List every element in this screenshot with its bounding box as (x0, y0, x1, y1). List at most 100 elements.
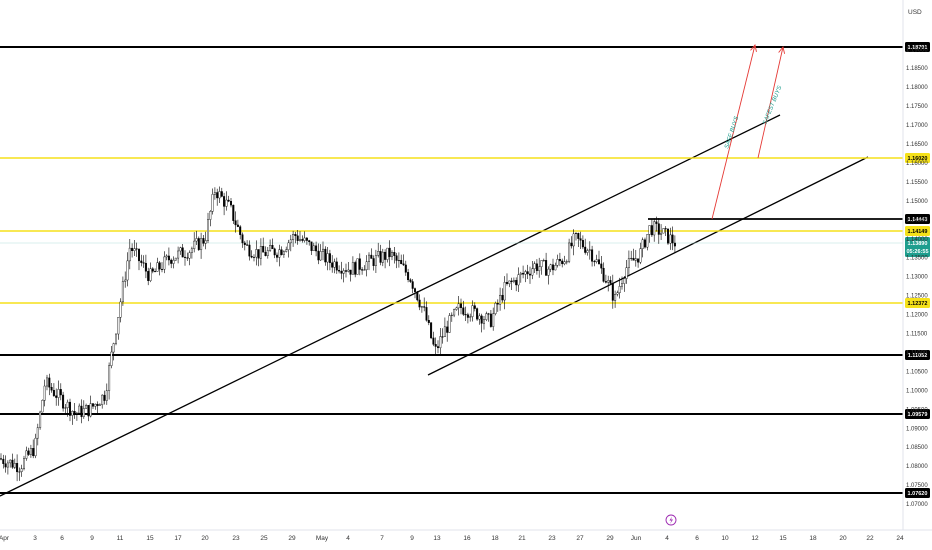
candle-body (246, 244, 249, 246)
time-tick-label: 25 (260, 535, 268, 542)
candle-body (29, 448, 32, 455)
current-price-tag (905, 237, 930, 257)
candle-body (252, 256, 255, 258)
candle-body (289, 239, 292, 244)
candle-body (16, 463, 19, 473)
time-tick-label: 21 (518, 535, 526, 542)
price-tick-label: 1.10500 (906, 369, 928, 375)
time-tick-label: 29 (606, 535, 614, 542)
time-tick-label: 13 (433, 535, 441, 542)
level-price-tag (905, 298, 930, 308)
candle-body (23, 458, 26, 469)
candle-body (414, 288, 417, 292)
candle-body (85, 405, 88, 409)
candle-body (466, 314, 469, 318)
candle-body (151, 268, 154, 272)
candle-body (351, 262, 354, 275)
inner-channel-lower-trendline[interactable] (427, 156, 869, 376)
candle-body (384, 251, 387, 260)
candle-body (2, 458, 5, 464)
level-price-label: 1.14443 (908, 217, 928, 223)
candle-body (579, 238, 582, 241)
candle-body (407, 272, 410, 281)
safest-buys-arrow[interactable] (757, 46, 784, 159)
candle-body (328, 253, 331, 263)
time-tick-label: Apr (0, 535, 10, 542)
safest-buys-arrow-head (778, 45, 786, 54)
candle-body (294, 234, 297, 237)
candle-body (181, 247, 184, 258)
candle-body (372, 258, 375, 266)
time-tick-label: 3 (33, 535, 37, 542)
price-tick-label: 1.18000 (906, 85, 928, 91)
candle-body (374, 255, 377, 266)
candle-body (342, 270, 345, 274)
price-tick-label: 1.08500 (906, 445, 928, 451)
time-axis[interactable]: Apr 3 6 9 11 15 17 20 23 25 29 May 4 7 9 13 16 18 21 23 27 29… (0, 529, 932, 542)
candle-body (13, 463, 16, 468)
candle-body (78, 405, 81, 414)
candle-body (25, 450, 28, 459)
candle-body (126, 260, 129, 281)
candle-body (165, 255, 168, 258)
price-axis[interactable]: 1.19000 1.18500 1.18000 1.17500 1.17000 1.165… (902, 0, 928, 530)
candle-body (533, 263, 536, 269)
candle-body (108, 365, 111, 391)
outer-channel-lower-trendline[interactable] (0, 114, 781, 497)
candle-body (55, 395, 58, 398)
candle-body (370, 254, 373, 259)
candle-body (549, 264, 552, 270)
candle-body (529, 273, 532, 276)
price-tick-label: 1.13000 (906, 275, 928, 281)
candle-body (80, 405, 83, 417)
candle-body (6, 462, 9, 468)
candle-body (358, 258, 361, 270)
candle-body (0, 458, 2, 460)
candle-body (269, 244, 272, 251)
price-tick-label: 1.14500 (906, 218, 928, 224)
time-tick-label: May (316, 535, 329, 542)
candle-body (9, 459, 12, 464)
time-tick-label: 12 (751, 535, 759, 542)
candle-body (91, 403, 94, 407)
candle-body (124, 279, 127, 282)
candle-body (388, 247, 391, 258)
time-tick-label: Jun (631, 535, 642, 542)
level-price-tag (905, 226, 930, 236)
level-price-label: 1.11052 (908, 353, 928, 359)
candle-body (34, 437, 37, 457)
candle-body (211, 194, 214, 212)
candle-body (558, 259, 561, 262)
candle-body (68, 401, 71, 416)
candle-body (363, 269, 366, 271)
candle-body (602, 267, 605, 282)
candle-body (11, 459, 14, 468)
candle-body (630, 257, 633, 259)
candle-body (423, 306, 426, 308)
price-tick-label: 1.17000 (906, 123, 928, 129)
candle-body (515, 280, 518, 286)
candle-body (305, 237, 308, 241)
candle-body (4, 463, 7, 468)
candle-body (409, 279, 412, 282)
candle-body (657, 223, 660, 235)
candle-body (508, 280, 511, 285)
candle-body (637, 258, 640, 263)
candle-body (282, 251, 285, 255)
time-tick-label: 15 (146, 535, 154, 542)
candle-body (644, 239, 647, 248)
candle-body (441, 336, 444, 338)
candle-body (135, 248, 138, 250)
candle-body (586, 250, 589, 253)
lightning-icon[interactable] (665, 514, 677, 526)
price-tick-label: 1.15500 (906, 180, 928, 186)
candle-body (420, 306, 423, 308)
candle-body (517, 274, 520, 286)
candle-body (522, 272, 525, 275)
safe-buys-arrow[interactable] (711, 44, 756, 220)
candle-body (105, 390, 108, 401)
candle-body (335, 261, 338, 271)
candle-body (450, 314, 453, 316)
candle-body (39, 411, 42, 428)
